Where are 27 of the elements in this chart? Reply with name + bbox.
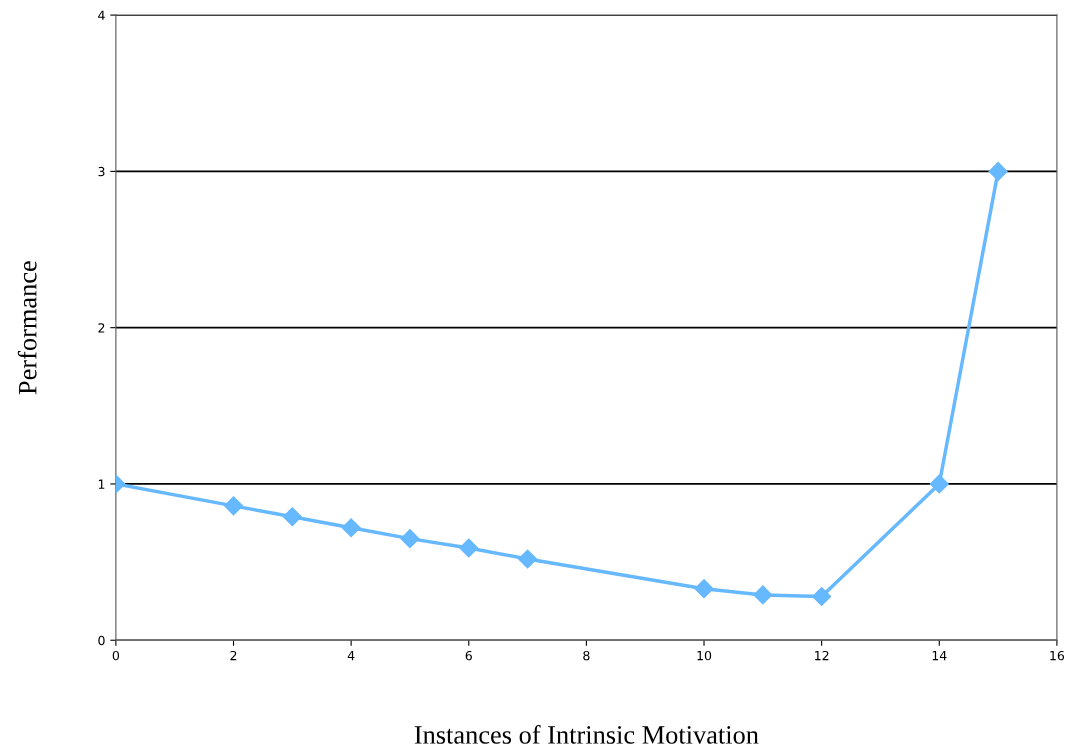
y-tick-label: 0 xyxy=(98,635,105,646)
x-tick-label: 16 xyxy=(1050,650,1065,661)
point xyxy=(282,507,302,527)
y-axis-title: Performance xyxy=(17,261,37,395)
x-tick-label: 2 xyxy=(230,650,237,661)
x-tick-label: 10 xyxy=(697,650,712,661)
point xyxy=(518,549,538,569)
x-tick-label: 4 xyxy=(347,651,355,661)
y-tick-label: 2 xyxy=(98,323,105,333)
point xyxy=(988,161,1008,181)
point xyxy=(400,529,420,549)
x-tick-label: 6 xyxy=(465,650,472,661)
point xyxy=(753,585,773,605)
point xyxy=(929,474,949,494)
point xyxy=(694,579,714,599)
x-axis-title: Instances of Intrinsic Motivation xyxy=(414,724,759,744)
point xyxy=(223,496,244,516)
y-tick-label: 3 xyxy=(98,166,105,177)
x-tick-label: 8 xyxy=(583,650,590,661)
x-tick-label: 14 xyxy=(932,651,947,661)
point xyxy=(459,538,479,558)
x-tick-label: 0 xyxy=(112,650,120,661)
y-tick-label: 1 xyxy=(98,479,105,489)
y-tick-label: 4 xyxy=(98,10,105,20)
point xyxy=(341,518,361,538)
x-tick-label: 12 xyxy=(815,650,829,661)
point xyxy=(812,586,832,607)
